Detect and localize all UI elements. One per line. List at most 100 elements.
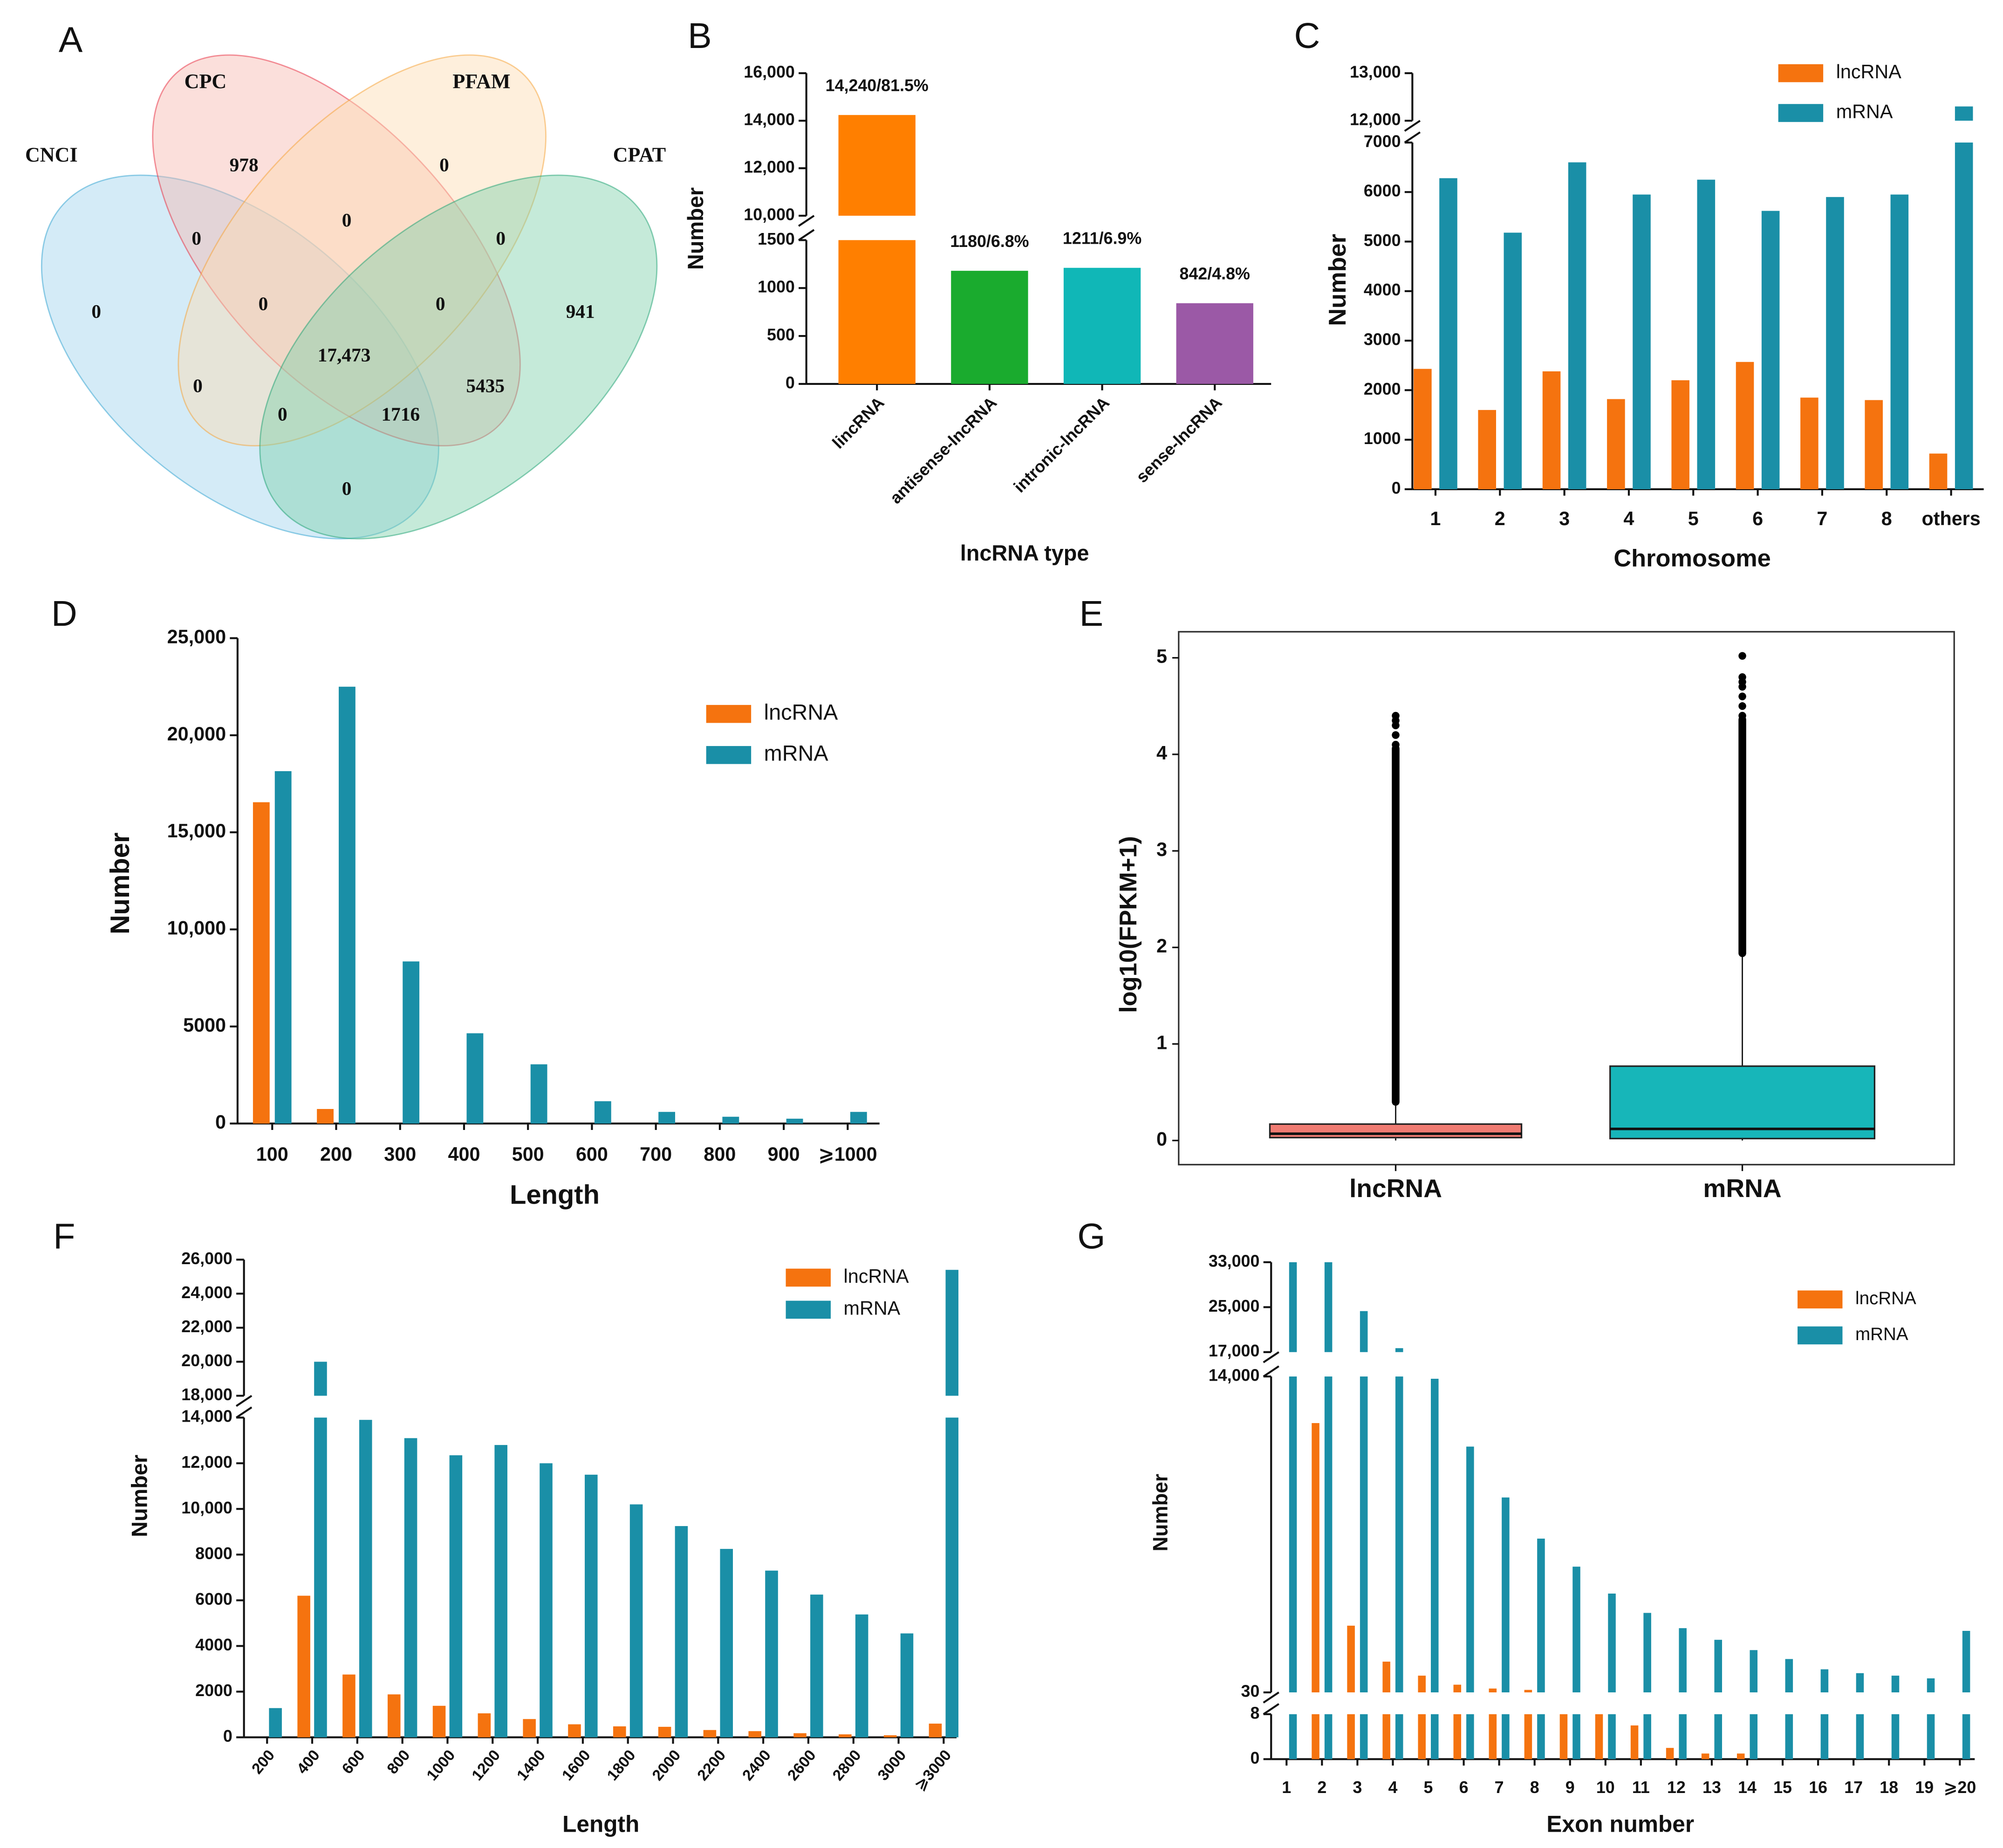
bar [1453, 1684, 1462, 1693]
bar [1750, 1650, 1758, 1693]
bar [1643, 1714, 1651, 1759]
x-tick-label: 18 [1880, 1778, 1898, 1797]
panel-label: F [53, 1217, 75, 1257]
x-tick-label: intronic-lncRNA [1010, 393, 1113, 496]
bar [1890, 194, 1909, 489]
region-count: 1716 [382, 403, 420, 424]
region-count: 0 [436, 293, 445, 314]
set-label: CPC [185, 70, 227, 93]
x-tick-label: 800 [704, 1143, 736, 1165]
region-count: 17,473 [318, 344, 371, 366]
x-tick-label: 7 [1495, 1778, 1504, 1797]
bar [1608, 1593, 1616, 1693]
set-label: CNCI [25, 143, 78, 166]
y-tick-label: 24,000 [181, 1283, 232, 1302]
x-tick-label: 2000 [649, 1747, 684, 1784]
bar [1542, 371, 1561, 489]
region-count: 0 [193, 375, 203, 397]
y-tick-label: 10,000 [167, 917, 226, 938]
panel-label: G [1077, 1217, 1105, 1257]
bar [1856, 1673, 1864, 1693]
bar [1559, 1714, 1568, 1759]
bar [793, 1733, 807, 1738]
x-axis-title: lncRNA type [960, 541, 1089, 565]
x-tick-label: 1800 [604, 1747, 639, 1784]
bar [1697, 179, 1716, 489]
value-label: 14,240/81.5% [826, 76, 929, 95]
y-tick-label: 7000 [1364, 132, 1401, 151]
y-tick-label: 2000 [1364, 380, 1401, 398]
y-axis-title: Number [684, 187, 708, 270]
y-tick-label: 25,000 [167, 626, 226, 648]
bar [945, 1417, 959, 1738]
box [1269, 1123, 1523, 1139]
bar [359, 1420, 372, 1738]
bar [269, 1708, 282, 1738]
bar [1176, 303, 1253, 384]
x-tick-label: 19 [1915, 1778, 1934, 1797]
region-count: 0 [342, 209, 352, 231]
bar [1289, 1714, 1297, 1759]
bar [466, 1033, 484, 1124]
bar [1608, 1714, 1616, 1759]
x-tick-label: 200 [248, 1747, 278, 1778]
x-tick-label: others [1921, 508, 1980, 529]
bar [432, 1705, 446, 1738]
x-tick-label: 1200 [469, 1747, 504, 1784]
bar [1633, 194, 1651, 489]
y-tick-label: 20,000 [167, 723, 226, 745]
panel-label: E [1080, 594, 1103, 634]
x-tick-label: 3000 [875, 1747, 910, 1784]
x-tick-label: 15 [1773, 1778, 1792, 1797]
x-tick-label: 1 [1282, 1778, 1291, 1797]
axis-break [1263, 1351, 1279, 1363]
x-tick-label: 2400 [739, 1747, 774, 1784]
bar [1489, 1688, 1497, 1693]
region-count: 0 [91, 301, 101, 322]
bar [1478, 410, 1496, 489]
bar [1360, 1311, 1368, 1352]
x-tick-label: 2600 [784, 1747, 820, 1784]
axis-break [235, 1395, 253, 1407]
bar [720, 1549, 733, 1738]
bar [838, 240, 916, 384]
x-tick-label: 2800 [829, 1747, 865, 1784]
x-tick-label: 8 [1530, 1778, 1539, 1797]
bar [297, 1595, 310, 1738]
y-tick-label: 3000 [1364, 330, 1401, 349]
y-tick-label: 1500 [758, 230, 795, 248]
bar [1382, 1662, 1390, 1693]
x-tick-label: 500 [512, 1143, 544, 1165]
y-tick-label: 14,000 [181, 1407, 232, 1426]
x-tick-label: 14 [1738, 1778, 1757, 1797]
bar [494, 1445, 507, 1738]
x-tick-label: 900 [768, 1143, 800, 1165]
legend-swatch [1798, 1290, 1843, 1309]
bar [1537, 1539, 1545, 1693]
legend-swatch [706, 746, 752, 764]
bar [1820, 1669, 1829, 1693]
bar [1666, 1748, 1674, 1759]
legend-label: lncRNA [764, 700, 838, 725]
bar [675, 1526, 688, 1738]
x-tick-label: 200 [320, 1143, 352, 1165]
venn-set [41, 174, 439, 540]
venn-set [178, 54, 547, 446]
y-tick-label: 22,000 [181, 1317, 232, 1336]
bar [929, 1724, 942, 1738]
bar [951, 271, 1028, 384]
bar [810, 1595, 823, 1738]
x-tick-label: ⩾3000 [911, 1747, 955, 1794]
y-tick-label: 16,000 [744, 63, 795, 82]
y-tick-label: 5000 [1364, 231, 1401, 250]
legend-label: mRNA [764, 741, 829, 766]
bar [387, 1694, 401, 1738]
bar [585, 1474, 598, 1738]
y-tick-label: 5000 [183, 1014, 226, 1036]
bar [1962, 1714, 1970, 1759]
y-tick-label: 4000 [1364, 281, 1401, 299]
bar [1865, 400, 1883, 489]
value-label: 1180/6.8% [950, 232, 1029, 251]
venn-set [259, 174, 658, 540]
x-tick-label: 600 [339, 1747, 369, 1778]
